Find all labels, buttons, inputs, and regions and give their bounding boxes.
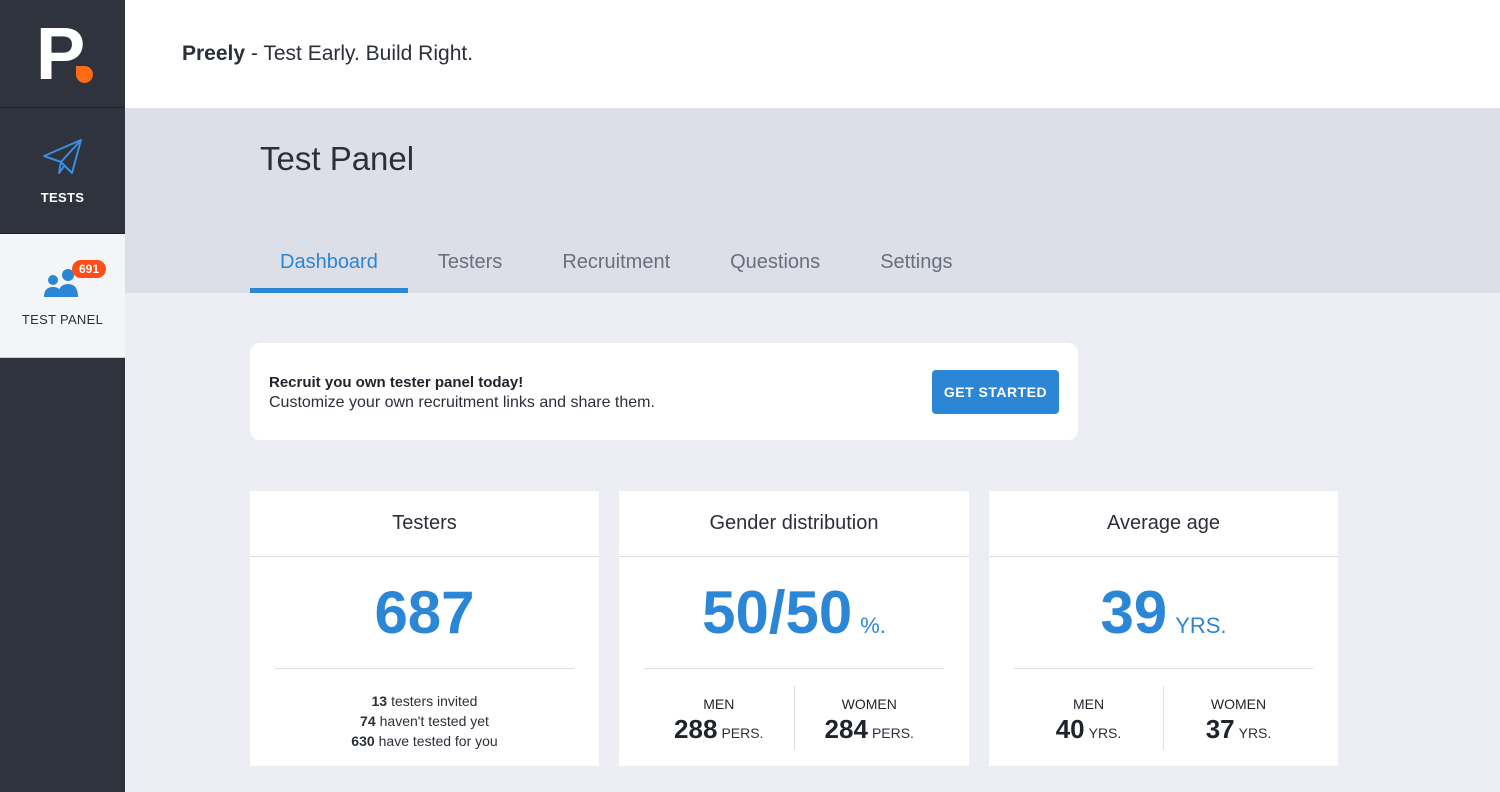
card-title: Average age: [989, 491, 1338, 557]
unit-label: PERS.: [721, 725, 764, 741]
women-label: WOMEN: [841, 696, 897, 712]
card-title: Testers: [250, 491, 599, 557]
women-label: WOMEN: [1210, 696, 1267, 712]
women-count: 284: [824, 714, 868, 744]
logo-letter: P: [35, 11, 85, 95]
preely-logo[interactable]: P: [0, 0, 125, 108]
paper-plane-icon: [41, 137, 85, 182]
get-started-button[interactable]: GET STARTED: [932, 370, 1059, 414]
women-stat: WOMEN 284 PERS.: [793, 686, 945, 750]
gender-ratio: 50/50 %.: [619, 583, 969, 643]
list-item: 630 have tested for you: [250, 731, 599, 751]
stat-text: haven't tested yet: [379, 713, 489, 729]
divider: [275, 668, 574, 669]
women-stat: WOMEN 37 YRS.: [1163, 686, 1313, 750]
banner-title: Recruit you own tester panel today!: [269, 374, 524, 391]
logo-dot: [76, 66, 93, 83]
page-title: Test Panel: [260, 140, 415, 177]
tab-bar: Dashboard Testers Recruitment Questions …: [250, 240, 982, 293]
average-age-value: 39: [1100, 579, 1168, 646]
sidebar: P TESTS 691 TEST PANEL: [0, 0, 125, 792]
gender-ratio-unit: %.: [860, 613, 886, 638]
panel-header: Test Panel Dashboard Testers Recruitment…: [125, 108, 1500, 293]
age-split: MEN 40 YRS. WOMEN 37 YRS.: [1014, 686, 1313, 750]
gender-split: MEN 288 PERS. WOMEN 284 PERS.: [644, 686, 944, 750]
sidebar-item-tests[interactable]: TESTS: [0, 108, 125, 234]
sidebar-item-test-panel[interactable]: 691 TEST PANEL: [0, 234, 125, 358]
gender-card: Gender distribution 50/50 %. MEN 288 PERS…: [619, 491, 969, 766]
divider: [644, 668, 944, 669]
testers-count: 687: [374, 579, 475, 646]
brand-name: Preely: [182, 42, 246, 65]
testers-breakdown: 13 testers invited 74 haven't tested yet 6…: [250, 691, 599, 751]
men-stat: MEN 288 PERS.: [644, 686, 794, 750]
tab-questions[interactable]: Questions: [730, 251, 821, 273]
gender-ratio-value: 50/50: [702, 579, 853, 646]
notification-badge: 691: [72, 260, 107, 278]
tab-testers[interactable]: Testers: [437, 251, 503, 273]
tab-settings[interactable]: Settings: [880, 251, 953, 273]
list-item: 13 testers invited: [250, 691, 599, 711]
recruit-banner: Recruit you own tester panel today! Cust…: [250, 343, 1078, 440]
stat-text: have tested for you: [378, 733, 498, 749]
men-stat: MEN 40 YRS.: [1014, 686, 1163, 750]
divider: [1014, 668, 1313, 669]
men-count: 288: [674, 714, 718, 744]
stat-count: 630: [351, 733, 375, 749]
men-label: MEN: [1072, 696, 1105, 712]
users-icon: [41, 265, 85, 304]
sidebar-item-label: TESTS: [40, 189, 85, 205]
tab-recruitment[interactable]: Recruitment: [562, 251, 671, 273]
men-age: 40: [1055, 714, 1085, 744]
women-age: 37: [1205, 714, 1235, 744]
sidebar-item-label: TEST PANEL: [21, 311, 104, 327]
unit-label: YRS.: [1238, 725, 1272, 741]
testers-total: 687: [250, 583, 599, 643]
unit-label: PERS.: [871, 725, 914, 741]
stat-count: 13: [371, 693, 388, 709]
stat-text: testers invited: [391, 693, 478, 709]
card-title: Gender distribution: [619, 491, 969, 557]
average-age-unit: YRS.: [1175, 613, 1227, 638]
app-header: Preely - Test Early. Build Right.: [125, 0, 1500, 108]
brand-tagline: - Test Early. Build Right.: [245, 42, 474, 65]
banner-subtitle: Customize your own recruitment links and…: [269, 394, 655, 411]
stat-count: 74: [360, 713, 376, 729]
list-item: 74 haven't tested yet: [250, 711, 599, 731]
average-age: 39 YRS.: [989, 583, 1338, 643]
testers-card: Testers 687 13 testers invited 74 haven't …: [250, 491, 599, 766]
unit-label: YRS.: [1088, 725, 1122, 741]
age-card: Average age 39 YRS. MEN 40 YRS. WOMEN 37 Y…: [989, 491, 1338, 766]
tab-dashboard[interactable]: Dashboard: [250, 240, 408, 293]
men-label: MEN: [703, 696, 735, 712]
